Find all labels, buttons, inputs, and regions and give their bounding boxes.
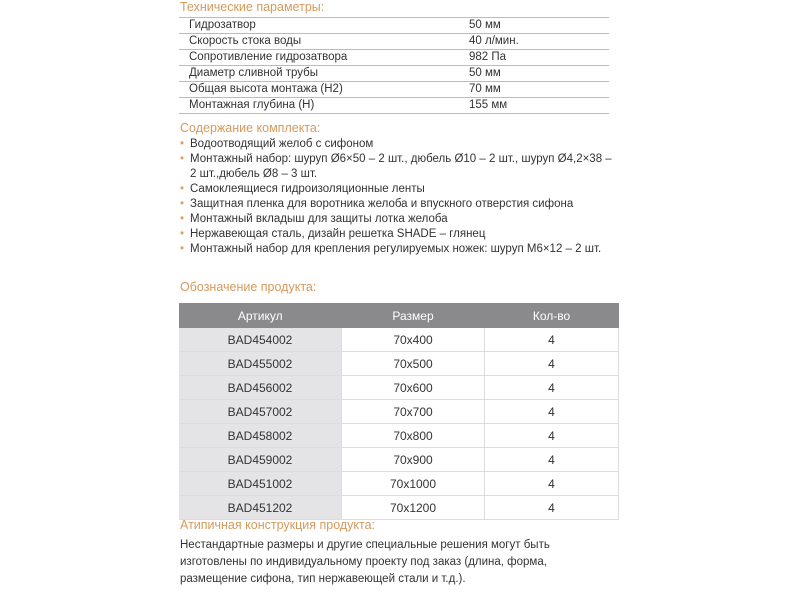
spec-row: Общая высота монтажа (H2) 70 мм: [179, 81, 609, 98]
qty-cell: 4: [484, 375, 619, 400]
header-size: Размер: [341, 303, 485, 328]
article-cell: BAD457002: [179, 399, 342, 424]
spec-value: 155 мм: [469, 97, 609, 114]
size-cell: 70x900: [341, 447, 485, 472]
list-item: Монтажный набор для крепления регулируем…: [180, 242, 620, 257]
article-cell: BAD455002: [179, 351, 342, 376]
spec-value: 70 мм: [469, 81, 609, 98]
spec-row: Гидрозатвор 50 мм: [179, 17, 609, 34]
spec-label: Гидрозатвор: [179, 17, 469, 34]
header-article: Артикул: [179, 303, 342, 328]
spec-row: Скорость стока воды 40 л/мин.: [179, 33, 609, 50]
list-item: Водоотводящий желоб с сифоном: [180, 137, 620, 152]
article-cell: BAD456002: [179, 375, 342, 400]
size-cell: 70x400: [341, 328, 485, 352]
size-cell: 70x800: [341, 423, 485, 448]
size-cell: 70x500: [341, 351, 485, 376]
spec-row: Сопротивление гидрозатвора 982 Па: [179, 49, 609, 66]
spec-value: 50 мм: [469, 17, 609, 34]
size-cell: 70x1000: [341, 471, 485, 496]
spec-row: Диаметр сливной трубы 50 мм: [179, 65, 609, 82]
kit-list: Водоотводящий желоб с сифономМонтажный н…: [180, 137, 620, 257]
atypical-text: Нестандартные размеры и другие специальн…: [180, 539, 550, 585]
tech-title: Технические параметры:: [180, 0, 325, 14]
list-item: Самоклеящиеся гидроизоляционные ленты: [180, 182, 620, 197]
table-row: BAD457002 70x700 4: [179, 399, 619, 424]
spec-value: 50 мм: [469, 65, 609, 82]
tech-table: Гидрозатвор 50 мм Скорость стока воды 40 л/…: [179, 17, 609, 114]
list-item: Монтажный вкладыш для защиты лотка желоб…: [180, 212, 620, 227]
spec-label: Сопротивление гидрозатвора: [179, 49, 469, 66]
spec-label: Общая высота монтажа (H2): [179, 81, 469, 98]
spec-value: 982 Па: [469, 49, 609, 66]
size-cell: 70x700: [341, 399, 485, 424]
qty-cell: 4: [484, 447, 619, 472]
qty-cell: 4: [484, 495, 619, 520]
qty-cell: 4: [484, 423, 619, 448]
qty-cell: 4: [484, 351, 619, 376]
qty-cell: 4: [484, 471, 619, 496]
product-title: Обозначение продукта:: [180, 280, 317, 294]
spec-label: Монтажная глубина (H): [179, 97, 469, 114]
kit-title: Содержание комплекта:: [180, 121, 321, 135]
size-cell: 70x600: [341, 375, 485, 400]
table-row: BAD459002 70x900 4: [179, 447, 619, 472]
table-row: BAD454002 70x400 4: [179, 328, 619, 352]
article-cell: BAD451202: [179, 495, 342, 520]
spec-row: Монтажная глубина (H) 155 мм: [179, 97, 609, 114]
table-row: BAD451002 70x1000 4: [179, 471, 619, 496]
article-cell: BAD458002: [179, 423, 342, 448]
qty-cell: 4: [484, 399, 619, 424]
article-cell: BAD454002: [179, 328, 342, 352]
qty-cell: 4: [484, 328, 619, 352]
article-cell: BAD459002: [179, 447, 342, 472]
spec-value: 40 л/мин.: [469, 33, 609, 50]
table-row: BAD455002 70x500 4: [179, 351, 619, 376]
header-qty: Кол-во: [484, 303, 619, 328]
list-item: Нержавеющая сталь, дизайн решетка SHADE …: [180, 227, 620, 242]
article-cell: BAD451002: [179, 471, 342, 496]
spec-label: Скорость стока воды: [179, 33, 469, 50]
spec-label: Диаметр сливной трубы: [179, 65, 469, 82]
table-row: BAD451202 70x1200 4: [179, 495, 619, 520]
list-item: Монтажный набор: шуруп Ø6×50 – 2 шт., дю…: [180, 152, 620, 182]
atypical-title: Атипичная конструкция продукта:: [180, 518, 376, 532]
product-table: Артикул Размер Кол-во BAD454002 70x400 4 BA…: [179, 303, 619, 520]
size-cell: 70x1200: [341, 495, 485, 520]
table-row: BAD456002 70x600 4: [179, 375, 619, 400]
table-row: BAD458002 70x800 4: [179, 423, 619, 448]
list-item: Защитная пленка для воротника желоба и в…: [180, 197, 620, 212]
